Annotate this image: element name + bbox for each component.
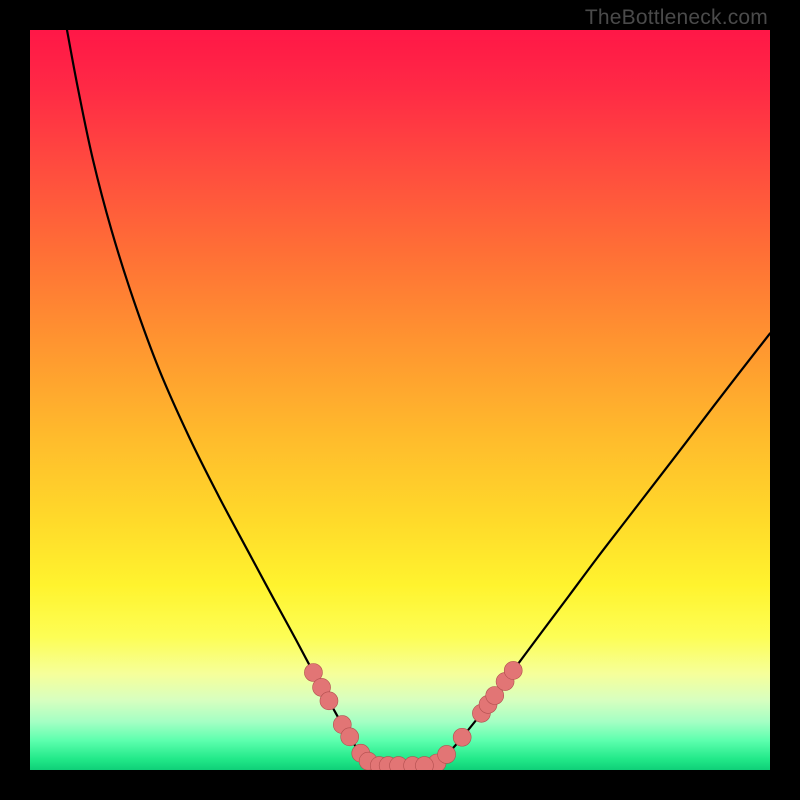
- marker-dot: [320, 692, 338, 710]
- marker-dot: [341, 728, 359, 746]
- watermark-text: TheBottleneck.com: [585, 6, 768, 30]
- marker-dot: [453, 728, 471, 746]
- marker-dot: [504, 661, 522, 679]
- chart-background: [30, 30, 770, 770]
- bottleneck-chart: [30, 30, 770, 770]
- marker-dot: [438, 745, 456, 763]
- plot-area: [30, 30, 770, 770]
